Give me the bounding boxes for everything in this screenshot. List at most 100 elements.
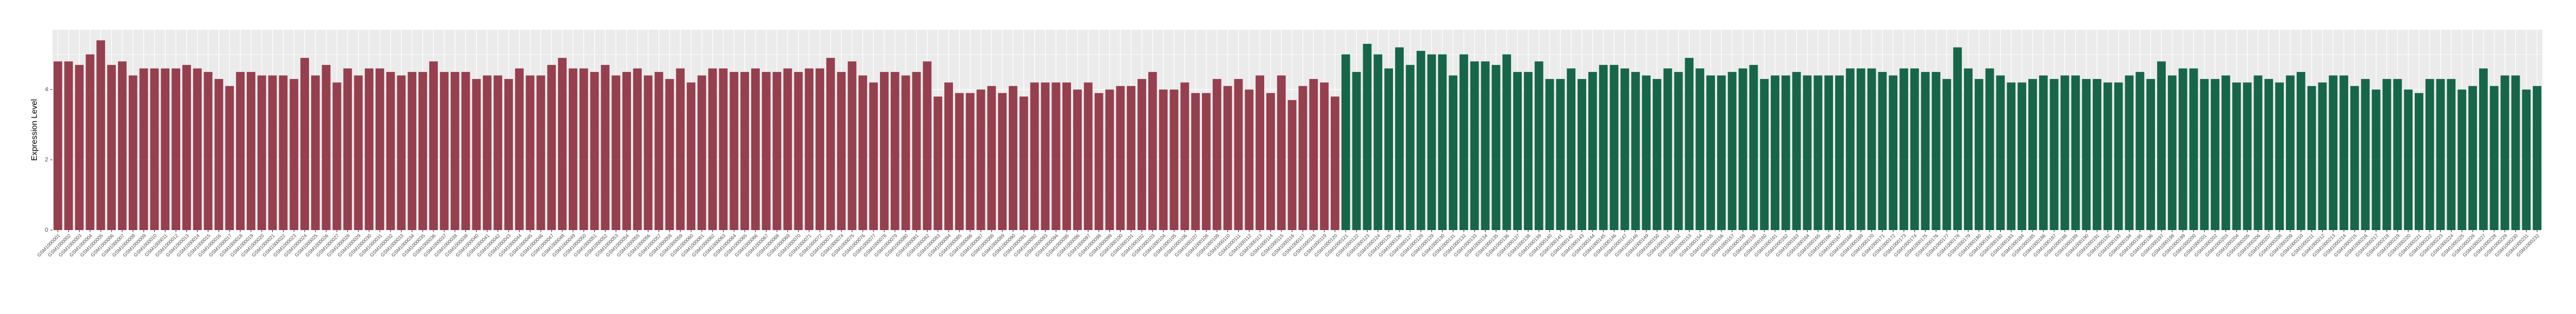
bar [2447,78,2456,230]
bar [536,75,546,230]
bar [2114,82,2123,231]
bar [1287,100,1297,230]
bar [1256,75,1265,230]
bar [869,82,878,231]
bar [1534,61,1543,230]
bar [622,71,631,231]
bar [472,78,481,230]
bar [2307,86,2316,230]
bar [1567,68,1576,231]
bar [1234,78,1243,230]
bar [912,71,921,231]
bar [2135,71,2145,231]
bar [2415,93,2423,230]
bar [461,71,470,231]
bar [858,75,868,230]
bar [450,71,459,231]
bar [2039,75,2048,230]
bar [761,71,771,231]
bar [1030,82,1039,231]
bar [525,75,535,230]
bar [1556,78,1565,230]
bar [1212,78,1221,230]
bar [1138,78,1146,230]
bar [1642,75,1651,230]
bar [1652,78,1661,230]
bar [86,54,95,230]
bar [1631,71,1640,231]
bar [193,68,202,231]
bar [1985,68,1994,231]
bar [1395,47,1404,230]
bar [1523,71,1533,231]
bar [107,64,116,230]
bar [2479,68,2488,231]
bar [923,61,932,230]
bar [1674,71,1683,231]
bar [1341,54,1350,230]
bar [1009,86,1017,230]
bar [1545,78,1554,230]
bar [2167,75,2177,230]
bar [225,86,234,230]
bar [805,68,814,231]
bar [311,75,320,230]
bar [1803,75,1812,230]
bar [751,68,760,231]
bar [987,86,996,230]
bar [2232,82,2241,231]
bar [1974,78,1983,230]
bar [1696,68,1705,231]
bar [96,40,106,230]
bar [2007,82,2016,231]
bar [2286,75,2295,230]
bar [1330,96,1339,230]
bar [515,68,524,231]
bar [53,61,62,230]
bar [172,68,180,231]
bar [2060,75,2069,230]
bar [365,68,373,231]
bar [944,82,953,231]
bar [397,75,406,230]
bar [1191,93,1200,230]
bar [697,75,706,230]
bar [1578,78,1586,230]
bar [2382,78,2391,230]
bar [1964,68,1973,231]
bar [2275,82,2284,231]
y-tick-label: 2 [45,156,48,163]
bar [1041,82,1050,231]
bar [837,71,846,231]
bar [1127,86,1136,230]
bar [182,64,191,230]
bar [1363,43,1372,231]
bar [1620,68,1629,231]
bar [643,75,653,230]
bar [1459,54,1468,230]
bar [558,57,567,231]
bar [246,71,255,231]
bar [2146,78,2156,230]
bar [300,57,309,231]
bar [1116,86,1125,230]
bar [2200,78,2209,230]
bar [2103,82,2112,231]
bar [2243,82,2252,231]
bar [1105,89,1114,230]
bar [847,61,857,230]
bar [1760,78,1769,230]
bar [2425,78,2434,230]
bar [633,68,642,231]
bar [1609,64,1619,230]
bar [1481,61,1490,230]
bar [2222,75,2230,230]
bar [257,75,266,230]
bar [719,68,728,231]
bar [1781,75,1790,230]
bar [203,71,213,231]
bar [2028,78,2037,230]
bar [1953,47,1962,230]
bar [439,71,449,231]
